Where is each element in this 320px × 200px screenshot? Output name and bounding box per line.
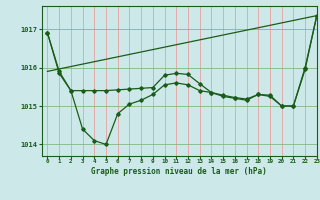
X-axis label: Graphe pression niveau de la mer (hPa): Graphe pression niveau de la mer (hPa) (91, 167, 267, 176)
